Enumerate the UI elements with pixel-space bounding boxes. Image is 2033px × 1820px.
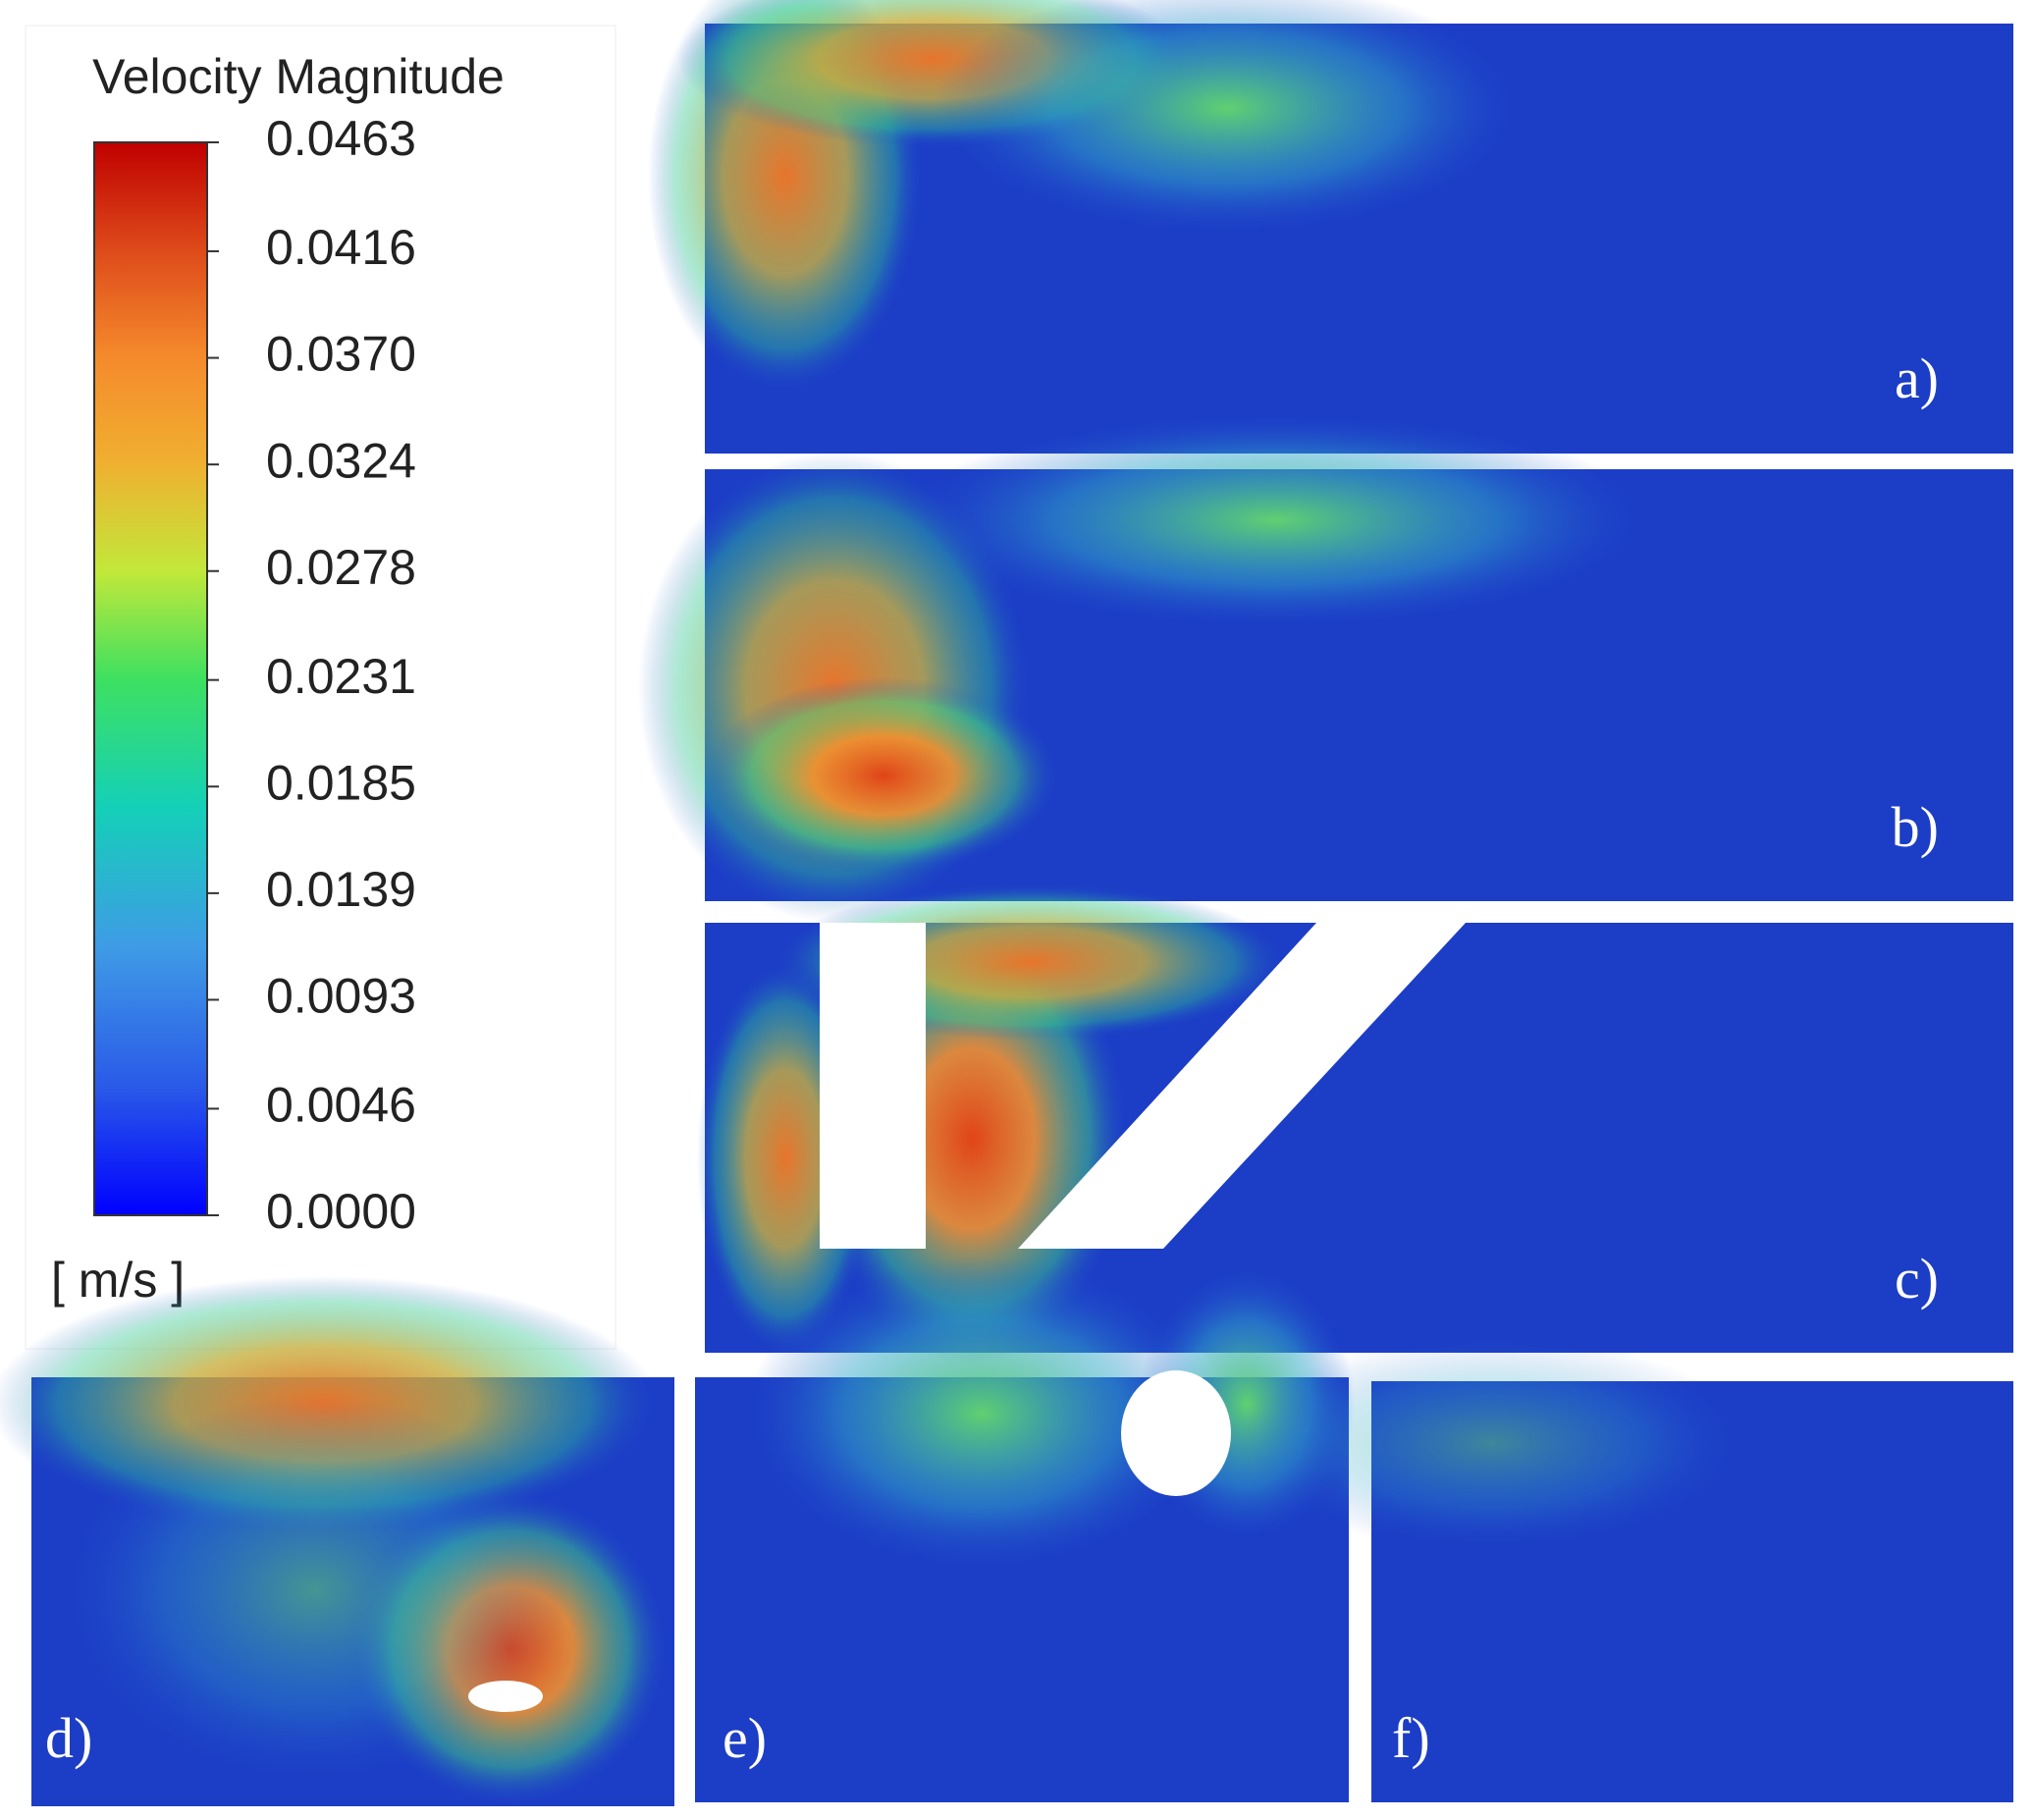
panel-d <box>0 1276 674 1806</box>
panel-label: c) <box>1895 1247 1939 1311</box>
tick-label: 0.0139 <box>266 862 416 917</box>
panel-label: b) <box>1892 795 1939 859</box>
panel-label: e) <box>722 1706 767 1770</box>
panel-c <box>697 883 2013 1365</box>
tick-label: 0.0093 <box>266 969 416 1024</box>
tick-label: 0.0185 <box>266 755 416 810</box>
panel-label: f) <box>1392 1706 1430 1770</box>
tick-label: 0.0046 <box>266 1078 416 1133</box>
colorbar <box>93 141 208 1216</box>
panel-f <box>1237 1335 2013 1802</box>
tick-label: 0.0231 <box>266 649 416 704</box>
tick-label: 0.0463 <box>266 111 416 166</box>
tick-label: 0.0000 <box>266 1184 416 1239</box>
tick-label: 0.0370 <box>266 327 416 382</box>
tick-label: 0.0324 <box>266 433 416 488</box>
tick-label: 0.0416 <box>266 220 416 275</box>
colorbar-title: Velocity Magnitude <box>92 49 505 104</box>
panel-b <box>638 412 2013 923</box>
panel-e <box>695 1257 1355 1802</box>
panel-label: d) <box>45 1706 92 1770</box>
panel-a <box>648 0 2013 454</box>
panel-label: a) <box>1895 347 1939 410</box>
tick-label: 0.0278 <box>266 540 416 595</box>
